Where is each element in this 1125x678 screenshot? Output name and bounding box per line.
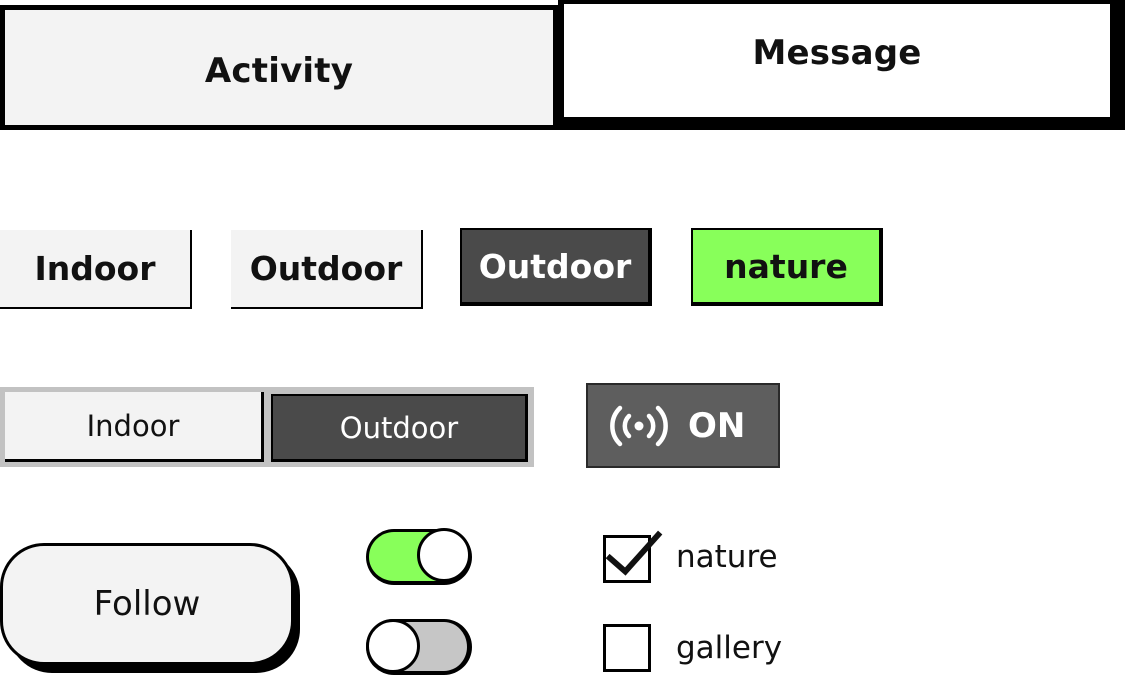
chip-outdoor-dark-label: Outdoor	[478, 246, 632, 286]
checkbox-gallery[interactable]	[603, 624, 651, 672]
tab-message-surface: Message	[564, 4, 1110, 117]
chip-nature-label: nature	[724, 246, 848, 286]
chip-indoor-label: Indoor	[34, 249, 156, 288]
tab-activity[interactable]: Activity	[0, 5, 558, 130]
toggle-off-knob	[366, 619, 420, 673]
tab-message[interactable]: Message	[558, 0, 1125, 130]
toggle-on[interactable]	[366, 527, 476, 587]
segmented-control: Indoor Outdoor	[0, 387, 534, 467]
broadcast-on-button[interactable]: ON	[586, 383, 780, 468]
broadcast-on-label: ON	[688, 405, 746, 446]
chip-outdoor-light[interactable]: Outdoor	[231, 230, 423, 309]
chip-indoor[interactable]: Indoor	[0, 230, 192, 309]
toggle-on-knob	[417, 528, 471, 582]
checkbox-nature[interactable]	[603, 530, 663, 583]
chip-outdoor-light-label: Outdoor	[249, 249, 403, 288]
checkbox-nature-label: nature	[676, 539, 778, 575]
toggle-off[interactable]	[366, 617, 476, 677]
chip-outdoor-dark[interactable]: Outdoor	[460, 228, 652, 306]
segment-indoor[interactable]: Indoor	[5, 392, 264, 462]
follow-button-label: Follow	[93, 584, 201, 624]
segment-outdoor-label: Outdoor	[339, 410, 459, 445]
chip-nature[interactable]: nature	[691, 228, 883, 306]
checkmark-icon	[605, 530, 663, 576]
segment-outdoor[interactable]: Outdoor	[271, 394, 528, 462]
tab-activity-label: Activity	[204, 50, 354, 91]
tab-message-label: Message	[752, 32, 922, 73]
segment-indoor-label: Indoor	[86, 408, 180, 443]
checkbox-gallery-label: gallery	[676, 630, 783, 666]
broadcast-icon	[610, 405, 668, 446]
follow-button[interactable]: Follow	[0, 543, 294, 665]
